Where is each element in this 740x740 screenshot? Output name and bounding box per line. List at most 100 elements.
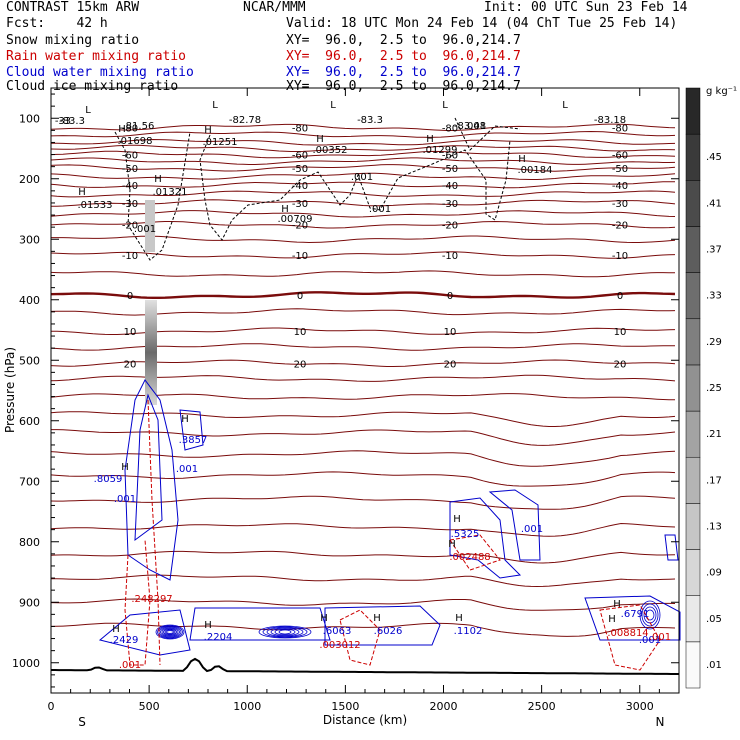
colorbar-segment (685, 595, 701, 643)
snow-contours (114, 117, 521, 405)
isotherm-label: -30 (612, 199, 628, 210)
colorbar-segment (685, 456, 701, 504)
isotherm-label: -20 (612, 221, 628, 232)
x-tick-label: 2500 (528, 700, 556, 713)
cloud-water-label: .6026 (374, 626, 403, 637)
isotherm-line (50, 308, 676, 316)
cloud-water-contours (98, 379, 681, 656)
isotherm-line (50, 150, 676, 159)
low-marker: L (562, 100, 568, 111)
isotherm-label: 10 (444, 327, 457, 338)
colorbar-segment (685, 641, 701, 689)
field-rain-name: Rain water mixing ratio (6, 49, 187, 64)
colorbar-label: .37 (706, 245, 722, 256)
snow-label: .001 (464, 121, 486, 132)
isotherm-line (50, 550, 676, 564)
field-cloudwater-name: Cloud water mixing ratio (6, 65, 194, 80)
isotherm-label: -60 (292, 151, 308, 162)
cloud-water-ring (270, 628, 300, 637)
isotherm-line (50, 343, 675, 351)
y-axis-title: Pressure (hPa) (3, 347, 17, 433)
rain-contour (599, 604, 661, 671)
isotherm-line (50, 598, 676, 611)
isotherm-line (50, 327, 676, 335)
isotherm-line (50, 522, 676, 537)
cloud-water-contour (324, 605, 441, 646)
field-snow-name: Snow mixing ratio (6, 33, 140, 48)
init-time: Init: 00 UTC Sun 23 Feb 14 (484, 0, 688, 15)
upper-temp-label: -83.3 (357, 115, 383, 126)
isotherm-line (50, 291, 676, 299)
isotherm-label: 20 (294, 359, 307, 370)
isotherm-line (50, 123, 676, 131)
isotherm-line (50, 144, 676, 152)
isotherm-label: -60 (612, 151, 628, 162)
rain-contours (124, 399, 661, 671)
low-marker: L (330, 100, 336, 111)
cloud-water-ring (158, 626, 182, 638)
low-marker: L (85, 105, 91, 116)
isotherm-label: -50 (292, 164, 308, 175)
low-marker: L (212, 100, 218, 111)
colorbar-label: .09 (706, 568, 722, 579)
isotherm-label: -50 (122, 164, 138, 175)
title-left: CONTRAST 15km ARW (6, 0, 140, 15)
cloud-water-label: .5325 (451, 529, 480, 540)
x-tick-label: 1500 (331, 700, 359, 713)
isotherm-label: 20 (444, 359, 457, 370)
isotherm-label: -20 (292, 221, 308, 232)
snow-label: .01299 (423, 145, 458, 156)
isotherm-label: -10 (292, 251, 308, 262)
isotherm-line (51, 199, 676, 207)
cloud-water-ring (278, 629, 292, 635)
snow-label: .01321 (153, 187, 188, 198)
isotherm-line (50, 157, 676, 165)
x-tick-label: 500 (139, 700, 160, 713)
y-tick-label: 700 (19, 475, 40, 488)
field-rain-xy: XY= 96.0, 2.5 to 96.0,214.7 (286, 49, 521, 64)
cloud-water-ring (258, 625, 312, 639)
snow-label: .01698 (118, 136, 153, 147)
high-marker: H (204, 125, 212, 136)
cloud-water-ring (157, 625, 183, 639)
isotherm-label: -10 (122, 251, 138, 262)
cloud-water-ring (164, 629, 176, 635)
isotherm-line (50, 393, 675, 401)
snow-label: .001 (351, 172, 373, 183)
y-tick-label: 500 (19, 354, 40, 367)
high-marker: H (453, 514, 461, 525)
isotherm-label: -40 (442, 181, 458, 192)
cloud-water-contour (664, 534, 679, 561)
cloud-water-contour (449, 497, 522, 579)
isotherm-line (50, 164, 676, 172)
upper-temp-label: -83.3 (59, 116, 85, 127)
snow-label: .001 (369, 204, 391, 215)
terrain (51, 657, 679, 675)
isotherm-label: -20 (442, 221, 458, 232)
y-tick-label: 400 (19, 294, 40, 307)
cloud-water-label: .001 (639, 635, 661, 646)
snow-label: .01251 (203, 137, 238, 148)
high-marker: H (373, 613, 381, 624)
colorbar-segment (685, 272, 701, 320)
cloud-water-label: .001 (521, 524, 543, 535)
high-marker: H (121, 462, 129, 473)
isotherm-line (50, 270, 676, 278)
field-cloudwater-xy: XY= 96.0, 2.5 to 96.0,214.7 (286, 65, 521, 80)
low-marker: L (442, 100, 448, 111)
isotherm-label: -50 (612, 164, 628, 175)
high-marker: H (78, 187, 86, 198)
high-marker: H (518, 154, 526, 165)
forecast-hour: Fcst: 42 h (6, 16, 108, 31)
cloud-water-ring (262, 626, 308, 638)
isotherm-label: 20 (124, 359, 137, 370)
isotherm-line (50, 251, 676, 259)
y-tick-label: 800 (19, 536, 40, 549)
isotherm-line (50, 190, 676, 198)
y-tick-label: 900 (19, 596, 40, 609)
upper-temp-label: -33 (55, 116, 71, 127)
cloud-water-label: .001 (176, 464, 198, 475)
y-tick-label: 100 (19, 112, 40, 125)
snow-label: .00184 (518, 165, 553, 176)
